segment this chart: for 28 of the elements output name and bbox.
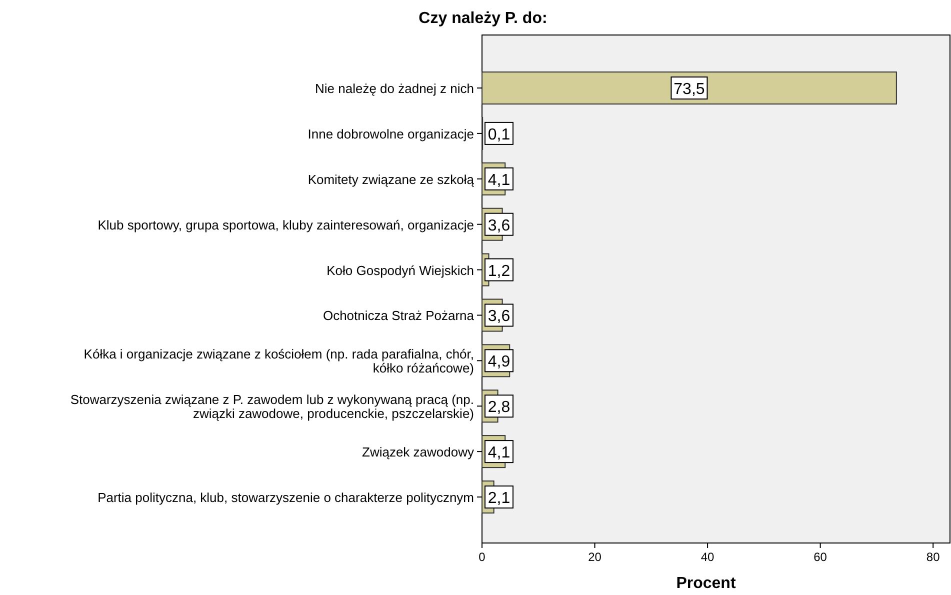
data-label: 4,9: [488, 354, 510, 371]
chart-title: Czy należy P. do:: [418, 10, 548, 27]
y-tick-label: Koło Gospodyń Wiejskich: [326, 262, 474, 278]
data-label: 3,6: [488, 308, 510, 326]
data-label: 3,6: [488, 217, 510, 234]
y-tick-label: Związek zawodowy: [362, 444, 474, 460]
data-label: 2,1: [488, 490, 510, 507]
y-tick-label: Komitety związane ze szkołą: [308, 172, 475, 187]
data-label: 73,5: [674, 81, 705, 98]
x-tick-label: 20: [588, 550, 602, 564]
data-label: 2,8: [488, 399, 510, 416]
data-label: 4,1: [488, 444, 510, 462]
y-tick-label: Nie należę do żadnej z nich: [315, 81, 474, 96]
y-tick-label: Partia polityczna, klub, stowarzyszenie o charakterze politycznym: [98, 490, 474, 505]
x-tick-label: 60: [814, 550, 828, 564]
x-tick-label: 40: [700, 550, 715, 564]
y-tick-label: Inne dobrowolne organizacje: [308, 126, 474, 142]
y-tick-label: Kółka i organizacje związane z kościołem (np. rada parafialna, chór, kółko różańcowe): [84, 346, 474, 376]
y-tick-label: Stowarzyszenia związane z P. zawodem lub z wykonywaną pracą (np. związki zawodowe, producenckie, pszczelarskie): [70, 392, 474, 422]
y-tick-label: Klub sportowy, grupa sportowa, kluby zainteresowań, organizacje: [98, 217, 474, 232]
x-axis-title: Procent: [676, 575, 736, 592]
y-tick-label: Ochotnicza Straż Pożarna: [322, 308, 475, 324]
x-tick-label: 0: [478, 550, 486, 564]
data-label: 4,1: [488, 172, 510, 189]
bar: [482, 72, 897, 104]
data-label: 1,2: [488, 262, 510, 280]
data-label: 0,1: [488, 126, 510, 144]
x-tick-label: 80: [926, 550, 940, 564]
